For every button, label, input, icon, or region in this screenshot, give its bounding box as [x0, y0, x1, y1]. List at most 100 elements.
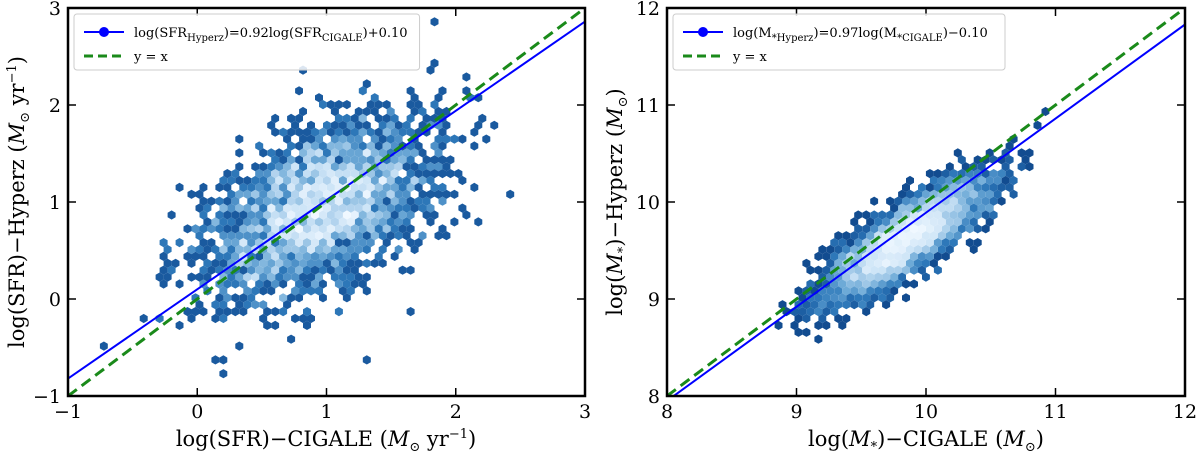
hexbin-cell [442, 231, 451, 241]
hexbin-cell [806, 265, 815, 275]
hexbin-cell [255, 210, 264, 220]
hexbin-cell [243, 217, 252, 227]
hexbin-cell [918, 265, 926, 275]
hexbin-cell [826, 272, 835, 282]
y-tick-label: 9 [648, 289, 660, 311]
hexbin-cell [894, 251, 902, 261]
hexbin-cell [882, 217, 891, 227]
legend-label: log(SFRHyperz)=0.92log(SFRCIGALE)+0.10 [134, 26, 408, 44]
hexbin-cell [223, 210, 232, 220]
panel-sfr: −1 0 1 2 3 −1 0 1 2 3 log(SFRHyperz)=0.92log(SFRC… [5, 0, 591, 453]
hexbin-cell [426, 175, 435, 186]
hexbin-cell [243, 175, 252, 186]
hexbin-cell [854, 279, 863, 289]
hexbin-cell [458, 175, 467, 186]
hexbin-cell [163, 272, 172, 282]
hexbin-cell [299, 203, 307, 213]
hexbin-cell [259, 300, 268, 310]
hexbin-cell [878, 251, 887, 261]
hexbin-cell [227, 231, 236, 241]
hexbin-cell [458, 134, 467, 144]
hexbin-cell [965, 196, 974, 206]
hexbin-cell [215, 251, 224, 261]
hexbin-cell [342, 293, 351, 303]
hexbin-cell [271, 113, 280, 123]
hexbin-cell [175, 279, 184, 289]
hexbin-cell [430, 210, 439, 220]
hexbin-cell [227, 244, 236, 255]
hexbin-cell [902, 182, 910, 192]
hexbin-cell [287, 113, 296, 123]
hexbin-cell [370, 175, 379, 186]
hexbin-cell [406, 182, 415, 192]
hexbin-cell [291, 120, 300, 130]
hexbin-cell [1009, 189, 1018, 199]
hexbin-cell [191, 224, 200, 234]
hexbin-cell [922, 244, 930, 255]
hexbin-cell [1009, 175, 1018, 186]
hexbin-cell [981, 224, 990, 234]
hexbin-cell [802, 313, 811, 324]
hexbin-cell [850, 231, 859, 241]
hexbin-cell [949, 182, 958, 192]
hexbin-cell [842, 272, 851, 282]
hexbin-cell [311, 265, 319, 275]
hexbin-cell [323, 162, 331, 172]
hexbin-cell [878, 224, 887, 234]
hexbin-cell [299, 258, 307, 268]
hexbin-cell [398, 182, 407, 192]
hexbin-cell [330, 217, 339, 227]
hexbin-cell [354, 244, 363, 255]
x-tick-label: 1 [320, 401, 332, 423]
hexbin-cell [283, 203, 292, 213]
hexbin-cell [338, 231, 347, 241]
hexbin-cell [315, 93, 323, 103]
hexbin-cell [295, 182, 303, 192]
hexbin-cell [326, 127, 335, 137]
hexbin-cell [910, 224, 918, 234]
hexbin-cell [454, 169, 463, 179]
hexbin-cell [315, 258, 323, 268]
hexbin-cell [834, 313, 843, 324]
hexbin-cell [195, 272, 204, 282]
hexbin-cell [350, 155, 359, 165]
hexbin-cell [394, 203, 403, 213]
hexbin-cell [283, 217, 292, 227]
hexbin-cell [259, 175, 268, 186]
hexbin-cell [390, 210, 399, 220]
hexbin-cell [338, 175, 347, 186]
hexbin-cell [326, 265, 335, 275]
hexbin-cell [898, 203, 906, 213]
hexbin-cell [810, 300, 819, 310]
hexbin-cell [354, 203, 363, 213]
hexbin-cell [163, 244, 172, 255]
hexbin-cell [350, 113, 359, 123]
ticks-sfr: −1 0 1 2 3 −1 0 1 2 3 [33, 0, 591, 423]
hexbin-cell [199, 251, 208, 261]
hexbin-cell [794, 313, 803, 324]
hexbin-cell [838, 238, 847, 248]
hexbin-cell [426, 203, 435, 213]
hexbin-cell [354, 272, 363, 282]
hexbin-cell [307, 258, 315, 268]
hexbin-cell [933, 238, 942, 248]
hexbin-cell [295, 293, 303, 303]
hexbin-cell [937, 175, 946, 186]
hexbin-cell [203, 258, 212, 268]
hexbin-cell [283, 258, 292, 268]
hexbin-cell [846, 279, 855, 289]
hexbin-cell [914, 189, 922, 199]
hexbin-cell [834, 300, 843, 310]
hexbin-cell [830, 293, 839, 303]
hexbin-cell [167, 210, 176, 220]
hexbin-cell [259, 203, 268, 213]
hexbin-cell [187, 258, 196, 268]
hexbin-cell [311, 279, 319, 289]
hexbin-cell [878, 293, 887, 303]
hexbin-cell [311, 210, 319, 220]
hexbin-cell [303, 251, 311, 261]
hexbin-cell [354, 258, 363, 268]
hexbin-cell [319, 155, 327, 165]
hexbin-cell [358, 210, 367, 220]
hexbin-cell [358, 279, 367, 289]
